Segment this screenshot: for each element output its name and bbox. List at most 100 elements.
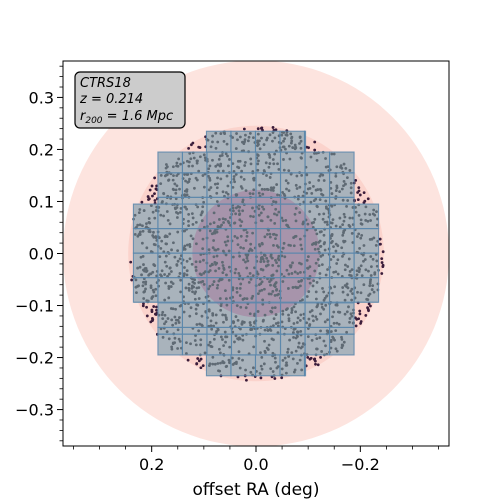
data-point xyxy=(236,165,239,169)
data-point xyxy=(349,181,353,185)
data-point xyxy=(233,235,237,238)
data-point xyxy=(338,225,342,229)
data-point xyxy=(256,292,260,296)
data-point xyxy=(135,285,139,289)
data-point xyxy=(256,127,260,131)
data-point xyxy=(258,244,262,248)
data-point xyxy=(170,248,173,252)
data-point xyxy=(163,273,166,276)
data-point xyxy=(293,327,297,331)
data-point xyxy=(274,322,278,325)
data-point xyxy=(162,214,165,218)
data-point xyxy=(141,284,145,288)
data-point xyxy=(308,186,312,190)
data-point xyxy=(315,337,319,341)
data-point xyxy=(207,308,211,312)
data-point xyxy=(223,330,227,334)
data-point xyxy=(179,207,183,210)
data-point xyxy=(212,280,216,283)
data-point xyxy=(213,182,217,186)
data-point xyxy=(194,265,198,269)
data-point xyxy=(372,208,376,212)
data-point xyxy=(218,218,221,221)
data-point xyxy=(244,133,247,137)
data-point xyxy=(265,256,269,260)
data-point xyxy=(349,312,353,316)
data-point xyxy=(371,284,375,288)
data-point xyxy=(231,162,235,166)
data-point xyxy=(191,290,194,294)
data-point xyxy=(271,351,275,355)
data-point xyxy=(292,322,296,325)
data-point xyxy=(340,337,344,341)
y-tick-label: −0.1 xyxy=(15,297,54,316)
data-point xyxy=(145,222,148,226)
data-point xyxy=(227,265,231,269)
data-point xyxy=(211,355,215,359)
data-point xyxy=(258,289,262,293)
data-point xyxy=(317,212,321,216)
data-point xyxy=(343,312,347,316)
data-point xyxy=(219,361,222,365)
data-point xyxy=(268,176,272,179)
data-point xyxy=(199,253,203,256)
data-point xyxy=(226,239,230,243)
data-point xyxy=(219,278,223,282)
data-point xyxy=(341,254,344,258)
data-point xyxy=(301,221,305,225)
data-point xyxy=(314,362,317,366)
data-point xyxy=(315,232,319,236)
data-point xyxy=(347,257,351,261)
data-point xyxy=(252,345,256,349)
data-point xyxy=(233,271,237,275)
data-point xyxy=(348,169,352,172)
data-point xyxy=(366,298,370,302)
data-point xyxy=(221,360,225,363)
data-point xyxy=(316,205,319,209)
data-point xyxy=(293,147,297,151)
data-point xyxy=(188,151,192,155)
data-point xyxy=(224,217,227,221)
data-point xyxy=(288,157,292,161)
data-point xyxy=(348,216,352,220)
data-point xyxy=(194,312,198,316)
r200-suffix: = 1.6 Mpc xyxy=(103,109,174,124)
data-point xyxy=(334,189,338,192)
data-point xyxy=(173,255,177,259)
data-point xyxy=(244,260,247,264)
data-point xyxy=(215,200,219,203)
x-tick-label: −0.2 xyxy=(341,455,380,474)
data-point xyxy=(298,319,302,322)
data-point xyxy=(211,246,215,250)
data-point xyxy=(316,363,320,367)
data-point xyxy=(175,174,179,177)
data-point xyxy=(295,187,299,190)
data-point xyxy=(188,257,192,261)
data-point xyxy=(167,179,170,182)
data-point xyxy=(306,355,310,359)
data-point xyxy=(319,312,322,316)
data-point xyxy=(217,204,221,208)
data-point xyxy=(257,159,260,163)
data-point xyxy=(263,313,267,317)
data-point xyxy=(261,302,265,306)
data-point xyxy=(216,328,220,332)
data-point xyxy=(143,290,147,293)
data-point xyxy=(313,151,316,155)
data-point xyxy=(218,297,222,300)
data-point xyxy=(240,322,244,325)
data-point xyxy=(317,178,321,182)
data-point xyxy=(298,211,302,214)
data-point xyxy=(332,321,336,325)
data-point xyxy=(164,281,167,285)
data-point xyxy=(200,211,204,215)
data-point xyxy=(198,155,202,159)
data-point xyxy=(318,174,322,178)
data-point xyxy=(273,222,277,225)
data-point xyxy=(287,189,291,193)
data-point xyxy=(153,264,157,267)
data-point xyxy=(326,223,329,226)
data-point xyxy=(223,313,227,317)
data-point xyxy=(164,166,168,170)
data-point xyxy=(291,286,295,289)
